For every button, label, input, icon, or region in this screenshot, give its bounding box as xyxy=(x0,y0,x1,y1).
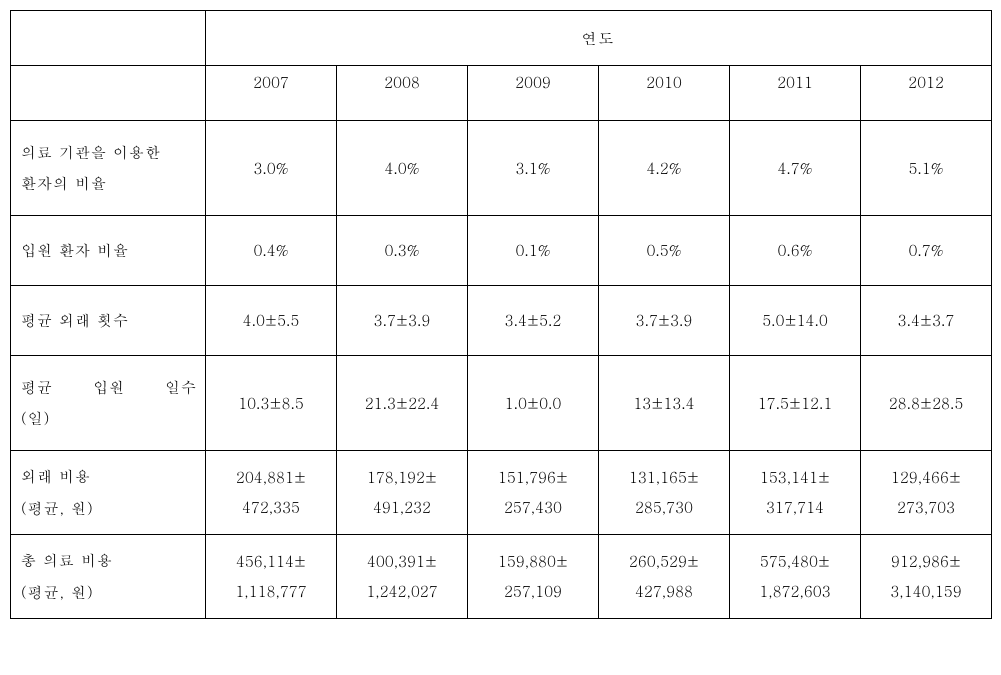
header-group-row: 연도 xyxy=(11,11,992,66)
cell: 0.5% xyxy=(599,216,730,286)
cell: 3.4±5.2 xyxy=(468,286,599,356)
cell: 21.3±22.4 xyxy=(337,356,468,451)
cell: 4.7% xyxy=(730,121,861,216)
cell: 3.1% xyxy=(468,121,599,216)
header-group-label: 연도 xyxy=(206,11,992,66)
table-row: 평균 외래 횟수 4.0±5.5 3.7±3.9 3.4±5.2 3.7±3.9… xyxy=(11,286,992,356)
row-label: 입원 환자 비율 xyxy=(11,216,206,286)
year-col-2010: 2010 xyxy=(599,66,730,121)
cell: 0.4% xyxy=(206,216,337,286)
row-label: 총 의료 비용(평균, 원) xyxy=(11,535,206,619)
table-row: 평균 입원 일수(일) 10.3±8.5 21.3±22.4 1.0±0.0 1… xyxy=(11,356,992,451)
cell: 131,165± 285,730 xyxy=(599,451,730,535)
cell: 0.3% xyxy=(337,216,468,286)
cell: 10.3±8.5 xyxy=(206,356,337,451)
row-label: 의료 기관을 이용한 환자의 비율 xyxy=(11,121,206,216)
cell: 456,114± 1,118,777 xyxy=(206,535,337,619)
cell: 0.7% xyxy=(861,216,992,286)
cell: 28.8±28.5 xyxy=(861,356,992,451)
cell: 0.1% xyxy=(468,216,599,286)
row-label: 평균 입원 일수(일) xyxy=(11,356,206,451)
cell: 3.7±3.9 xyxy=(337,286,468,356)
data-table: 연도 2007 2008 2009 2010 2011 2012 의료 기관을 … xyxy=(10,10,992,619)
cell: 4.0±5.5 xyxy=(206,286,337,356)
cell: 178,192± 491,232 xyxy=(337,451,468,535)
cell: 204,881± 472,335 xyxy=(206,451,337,535)
table-row: 의료 기관을 이용한 환자의 비율 3.0% 4.0% 3.1% 4.2% 4.… xyxy=(11,121,992,216)
year-col-2008: 2008 xyxy=(337,66,468,121)
cell: 0.6% xyxy=(730,216,861,286)
year-col-2007: 2007 xyxy=(206,66,337,121)
cell: 3.4±3.7 xyxy=(861,286,992,356)
cell: 151,796± 257,430 xyxy=(468,451,599,535)
cell: 5.0±14.0 xyxy=(730,286,861,356)
cell: 13±13.4 xyxy=(599,356,730,451)
cell: 912,986± 3,140,159 xyxy=(861,535,992,619)
year-col-2011: 2011 xyxy=(730,66,861,121)
cell: 400,391± 1,242,027 xyxy=(337,535,468,619)
empty-header-cell xyxy=(11,11,206,66)
table-row: 입원 환자 비율 0.4% 0.3% 0.1% 0.5% 0.6% 0.7% xyxy=(11,216,992,286)
year-col-2012: 2012 xyxy=(861,66,992,121)
header-year-row: 2007 2008 2009 2010 2011 2012 xyxy=(11,66,992,121)
cell: 5.1% xyxy=(861,121,992,216)
row-label: 외래 비용(평균, 원) xyxy=(11,451,206,535)
cell: 153,141± 317,714 xyxy=(730,451,861,535)
cell: 1.0±0.0 xyxy=(468,356,599,451)
cell: 260,529± 427,988 xyxy=(599,535,730,619)
table-row: 총 의료 비용(평균, 원) 456,114± 1,118,777 400,39… xyxy=(11,535,992,619)
cell: 159,880± 257,109 xyxy=(468,535,599,619)
year-col-2009: 2009 xyxy=(468,66,599,121)
cell: 4.2% xyxy=(599,121,730,216)
cell: 4.0% xyxy=(337,121,468,216)
row-label: 평균 외래 횟수 xyxy=(11,286,206,356)
cell: 17.5±12.1 xyxy=(730,356,861,451)
cell: 3.0% xyxy=(206,121,337,216)
empty-header-cell xyxy=(11,66,206,121)
cell: 575,480± 1,872,603 xyxy=(730,535,861,619)
cell: 3.7±3.9 xyxy=(599,286,730,356)
table-row: 외래 비용(평균, 원) 204,881± 472,335 178,192± 4… xyxy=(11,451,992,535)
cell: 129,466± 273,703 xyxy=(861,451,992,535)
